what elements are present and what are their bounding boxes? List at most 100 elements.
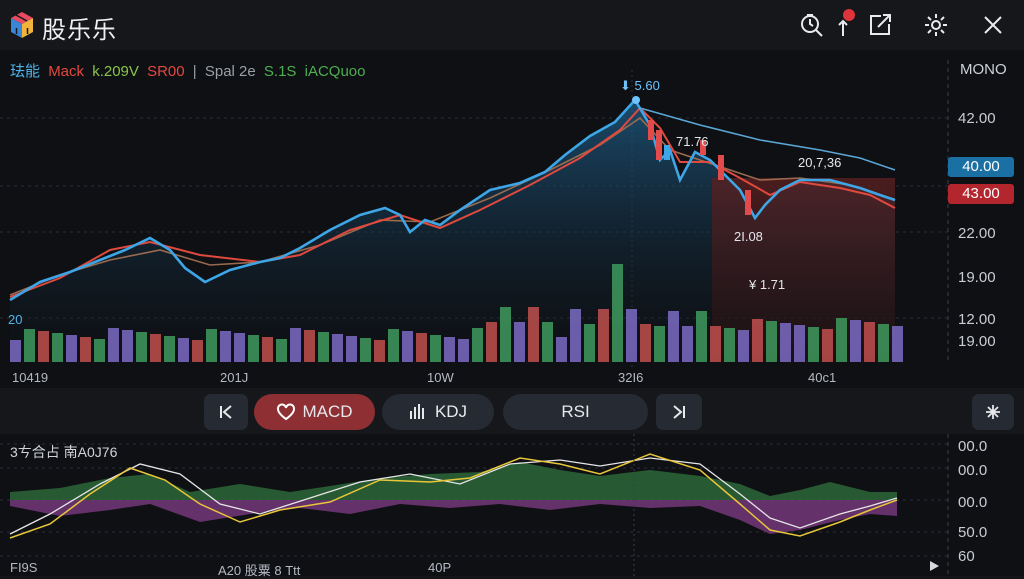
volume-bar bbox=[556, 337, 567, 362]
indicator-histogram bbox=[10, 462, 897, 534]
volume-bar bbox=[808, 327, 819, 362]
legend-row: 珐能 Mack k.209V SR00 | Spal 2e S.1S iACQu… bbox=[10, 60, 369, 81]
legend-item: Spal 2e bbox=[204, 63, 256, 80]
last-page-button[interactable] bbox=[656, 394, 702, 430]
volume-bar bbox=[290, 328, 301, 362]
date-label: 10W bbox=[427, 370, 454, 385]
volume-bar bbox=[766, 321, 777, 362]
snowflake-icon bbox=[986, 405, 1000, 419]
volume-bars bbox=[10, 264, 903, 362]
candle bbox=[700, 140, 706, 155]
volume-bar bbox=[598, 309, 609, 362]
volume-bar bbox=[374, 340, 385, 362]
search-clock-icon[interactable] bbox=[799, 12, 825, 38]
volume-bar bbox=[24, 329, 35, 362]
bottom-date-label: A20 股粟 8 Ttt bbox=[218, 563, 301, 578]
volume-bar bbox=[878, 324, 889, 362]
mid-annotation: 71.76 bbox=[676, 134, 709, 149]
play-icon[interactable] bbox=[930, 561, 939, 571]
volume-bar bbox=[892, 326, 903, 362]
candle bbox=[718, 155, 724, 180]
first-page-button[interactable] bbox=[204, 394, 248, 430]
volume-bar bbox=[626, 309, 637, 362]
legend-item: k.209V bbox=[92, 63, 139, 80]
skip-back-icon bbox=[220, 405, 232, 419]
signal-line bbox=[9, 457, 898, 535]
volume-bar bbox=[724, 328, 735, 362]
volume-bar bbox=[542, 322, 553, 362]
volume-bar bbox=[668, 311, 679, 362]
blue-price-line bbox=[9, 97, 896, 302]
volume-bar bbox=[570, 309, 581, 362]
volume-bar bbox=[738, 330, 749, 362]
candle bbox=[664, 145, 670, 160]
volume-bar bbox=[220, 331, 231, 362]
bars-icon bbox=[409, 404, 424, 419]
indicator-axis-label: 00.0 bbox=[958, 438, 988, 455]
legend-item: iACQuoo bbox=[304, 63, 366, 80]
tab-macd[interactable]: MACD bbox=[254, 394, 375, 430]
volume-bar bbox=[94, 339, 105, 362]
volume-bar bbox=[388, 329, 399, 362]
indicator-chart[interactable] bbox=[0, 434, 1024, 576]
volume-bar bbox=[458, 339, 469, 362]
volume-bar bbox=[850, 320, 861, 362]
share-icon[interactable] bbox=[867, 12, 893, 38]
price-chart[interactable] bbox=[0, 50, 1024, 388]
indicator-axis-label: 00.0 bbox=[958, 494, 988, 511]
current-price-tag-red: 43.00 bbox=[948, 184, 1014, 204]
date-label: 40c1 bbox=[808, 370, 837, 385]
macd-line bbox=[9, 453, 898, 539]
volume-bar bbox=[654, 326, 665, 362]
volume-bar bbox=[38, 331, 49, 362]
volume-bar bbox=[276, 339, 287, 362]
volume-bar bbox=[66, 335, 77, 362]
candles bbox=[632, 96, 751, 215]
volume-bar bbox=[780, 323, 791, 362]
volume-bar bbox=[122, 330, 133, 362]
volume-bar bbox=[164, 336, 175, 362]
right-annotation: 20,7,36 bbox=[798, 155, 842, 170]
volume-bar bbox=[248, 335, 259, 362]
volume-bar bbox=[486, 322, 497, 362]
chart-mode-label[interactable]: MONO bbox=[960, 61, 1007, 78]
volume-bar bbox=[346, 336, 357, 362]
volume-bar bbox=[178, 338, 189, 362]
settings-snow-button[interactable] bbox=[972, 394, 1014, 430]
tab-kdj[interactable]: KDJ bbox=[382, 394, 494, 430]
volume-label: 20 bbox=[8, 312, 23, 327]
price-axis-label: 12.00 bbox=[958, 311, 996, 328]
volume-bar bbox=[318, 332, 329, 362]
volume-bar bbox=[192, 340, 203, 362]
volume-bar bbox=[332, 334, 343, 362]
legend-item: S.1S bbox=[263, 63, 297, 80]
top-bar bbox=[0, 0, 1024, 50]
notification-icon[interactable] bbox=[832, 12, 858, 38]
indicator-axis-label: 60 bbox=[958, 548, 975, 565]
peak-annotation: ⬇ 5.60 bbox=[620, 78, 660, 93]
macd-negative-fill bbox=[10, 500, 897, 534]
bottom-date-label: 40P bbox=[428, 560, 452, 575]
app-title: 股乐乐 bbox=[42, 17, 117, 44]
settings-icon[interactable] bbox=[923, 12, 949, 38]
legend-item: SR00 bbox=[147, 63, 185, 80]
volume-bar bbox=[136, 332, 147, 362]
date-label: 32I6 bbox=[618, 370, 644, 385]
tab-rsi[interactable]: RSI bbox=[503, 394, 648, 430]
volume-bar bbox=[430, 335, 441, 362]
volume-bar bbox=[10, 340, 21, 362]
skip-forward-icon bbox=[673, 405, 685, 419]
indicator-title: 3ㄘ合占 南A0J76 bbox=[10, 444, 118, 460]
volume-bar bbox=[444, 337, 455, 362]
indicator-axis-label: 00.0 bbox=[958, 462, 988, 479]
volume-bar bbox=[108, 328, 119, 362]
volume-bar bbox=[234, 333, 245, 362]
volume-bar bbox=[822, 329, 833, 362]
price-axis-label: 19.00 bbox=[958, 269, 996, 286]
volume-bar bbox=[864, 322, 875, 362]
bottom-date-label: FI9S bbox=[10, 560, 38, 575]
peak-marker bbox=[632, 96, 640, 104]
close-icon[interactable] bbox=[980, 12, 1006, 38]
date-label: 10419 bbox=[12, 370, 49, 385]
volume-bar bbox=[528, 307, 539, 362]
